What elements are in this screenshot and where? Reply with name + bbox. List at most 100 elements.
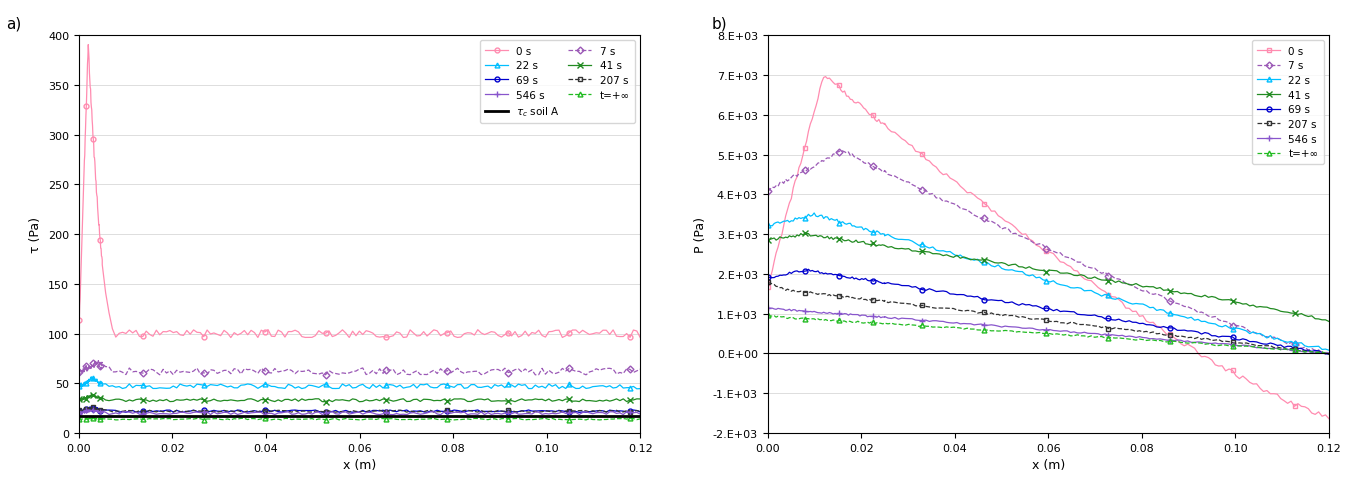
546 s [98,409,114,415]
22 s [98,381,114,387]
Line: 69 s: 69 s [765,267,1331,357]
546 s [1135,335,1152,341]
69 s [111,409,128,415]
7 s [1138,288,1154,294]
41 s [561,396,577,402]
22 s [291,384,307,390]
t=+∞ [111,417,128,423]
41 s [797,231,813,237]
22 s [1158,311,1175,317]
22 s [1124,302,1141,307]
41 s [111,396,128,402]
546 s [1024,325,1040,331]
X-axis label: x (m): x (m) [344,458,376,471]
69 s [193,409,209,415]
207 s [1024,317,1040,323]
Line: 22 s: 22 s [77,375,642,391]
0 s [223,335,239,341]
546 s [1321,350,1338,356]
t=+∞ [759,313,775,319]
t=+∞ [273,417,289,423]
Line: 7 s: 7 s [765,149,1331,355]
Text: a): a) [5,16,22,31]
41 s [1028,267,1044,273]
t=+∞ [1321,351,1338,357]
207 s [98,407,114,413]
69 s [561,409,577,415]
Line: 0 s: 0 s [77,43,642,340]
Line: 546 s: 546 s [765,305,1332,357]
207 s [71,407,87,413]
207 s [86,405,102,410]
7 s [579,372,595,378]
t=+∞ [547,417,564,423]
22 s [837,221,853,227]
207 s [561,408,577,414]
Line: 22 s: 22 s [765,211,1331,353]
22 s [807,211,823,217]
207 s [520,409,536,415]
22 s [545,384,561,389]
t=+∞ [561,417,577,423]
41 s [631,396,648,402]
Line: 7 s: 7 s [77,359,642,378]
22 s [759,223,775,229]
0 s [1138,319,1154,325]
207 s [111,408,128,414]
69 s [1321,352,1338,358]
0 s [561,330,577,336]
0 s [759,285,775,291]
7 s [1028,242,1044,248]
Line: 41 s: 41 s [76,392,642,405]
69 s [837,274,853,280]
t=+∞ [524,417,540,423]
22 s [1114,297,1130,303]
7 s [631,366,648,372]
207 s [545,409,561,415]
546 s [547,411,564,417]
7 s [558,368,574,374]
546 s [1317,351,1334,357]
546 s [835,311,851,317]
546 s [1156,337,1172,343]
546 s [257,412,273,418]
69 s [1028,303,1044,309]
t=+∞ [1156,339,1172,345]
546 s [84,407,100,412]
0 s [71,317,87,323]
69 s [1138,322,1154,328]
7 s [1158,298,1175,304]
69 s [293,408,310,414]
Line: 69 s: 69 s [77,405,642,415]
207 s [631,408,648,414]
22 s [558,386,574,391]
0 s [1158,332,1175,338]
22 s [520,386,536,392]
7 s [1124,283,1141,289]
41 s [1321,319,1338,325]
69 s [800,267,816,273]
0 s [111,331,128,337]
t=+∞ [631,416,648,422]
Y-axis label: P (Pa): P (Pa) [694,217,708,253]
7 s [520,369,536,375]
207 s [291,409,307,415]
41 s [71,396,87,402]
22 s [631,386,648,392]
22 s [1028,275,1044,281]
Line: 0 s: 0 s [765,75,1331,421]
0 s [631,335,648,341]
207 s [759,280,775,286]
69 s [1124,320,1141,325]
69 s [1158,325,1175,331]
546 s [111,411,128,417]
69 s [759,275,775,281]
Line: 41 s: 41 s [765,231,1332,325]
Text: b): b) [712,16,727,31]
41 s [352,399,368,405]
41 s [98,397,114,403]
41 s [1124,283,1141,288]
t=+∞ [1120,336,1137,342]
207 s [554,409,570,415]
7 s [111,368,128,374]
